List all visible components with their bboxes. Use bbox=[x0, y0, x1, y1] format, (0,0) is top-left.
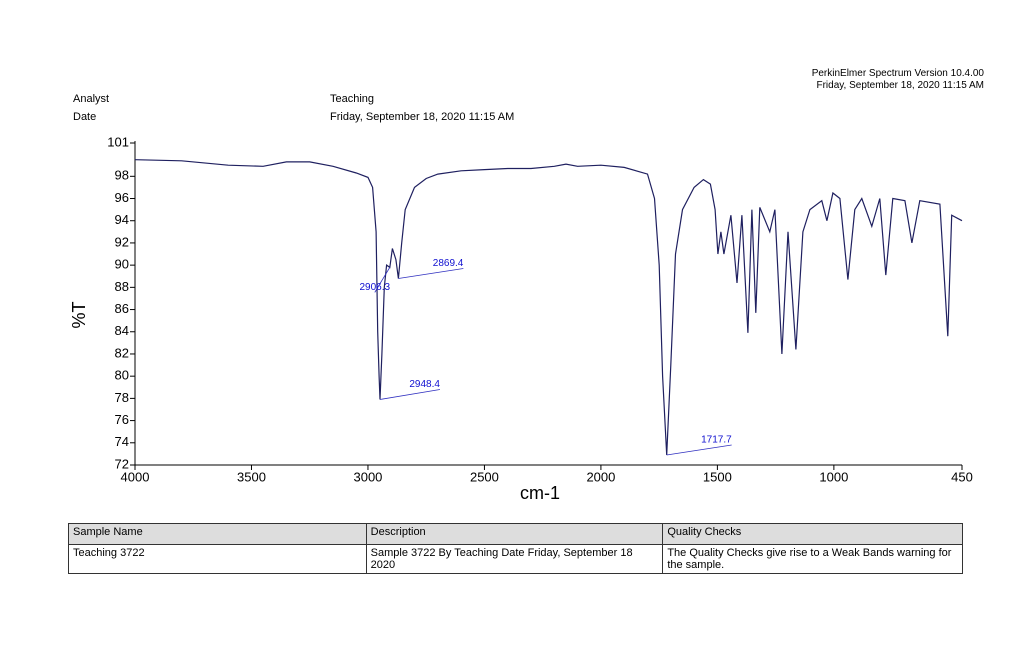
column-header: Description bbox=[365, 523, 664, 545]
x-tick-label: 3500 bbox=[237, 469, 266, 484]
analyst-label: Analyst bbox=[73, 93, 110, 105]
y-tick-label: 90 bbox=[115, 257, 129, 272]
peak-label: 2948.4 bbox=[409, 379, 440, 390]
y-tick-label: 76 bbox=[115, 412, 129, 427]
x-tick-label: 450 bbox=[951, 469, 973, 484]
chart: cm-1 %T 72 74 76 78 80 82 84 86 88 90 92 94 96 98 101 4… bbox=[69, 134, 973, 503]
spectrum-line bbox=[134, 159, 963, 456]
peak-leader bbox=[374, 267, 391, 293]
analyst: Teaching bbox=[330, 93, 375, 105]
y-tick-label: 82 bbox=[115, 345, 129, 360]
x-tick-label: 2000 bbox=[586, 469, 615, 484]
software: PerkinElmer Spectrum Version 10.4.00 bbox=[811, 68, 984, 79]
y-axis-label: %T bbox=[69, 301, 89, 328]
y-tick-label: 72 bbox=[115, 456, 129, 471]
peak-leader bbox=[666, 444, 732, 456]
peak-label: 1717.7 bbox=[701, 435, 732, 446]
y-tick-label: 78 bbox=[115, 390, 129, 405]
x-tick-label: 1500 bbox=[703, 469, 732, 484]
column-header: Sample Name bbox=[68, 523, 367, 545]
x-tick-label: 4000 bbox=[121, 469, 150, 484]
table-header: Sample Name Description Quality Checks bbox=[68, 523, 963, 545]
x-tick-label: 1000 bbox=[819, 469, 848, 484]
y-tick-label: 80 bbox=[115, 368, 129, 383]
x-axis-label: cm-1 bbox=[520, 483, 560, 503]
table-cell: The Quality Checks give rise to a Weak B… bbox=[662, 544, 963, 574]
y-tick-label: 94 bbox=[115, 212, 129, 227]
table-row: Teaching 3722 Sample 3722 By Teaching Dat… bbox=[68, 544, 963, 574]
y-tick-label: 74 bbox=[115, 434, 129, 449]
peak-label: 2869.4 bbox=[433, 258, 464, 269]
y-tick-label: 101 bbox=[107, 134, 129, 149]
timestamp: Friday, September 18, 2020 11:15 AM bbox=[816, 80, 984, 91]
y-tick-label: 86 bbox=[115, 301, 129, 316]
peak-label: 2906.3 bbox=[359, 282, 390, 293]
date-label: Date bbox=[73, 111, 97, 123]
y-tick-label: 98 bbox=[115, 168, 129, 183]
table-cell: Teaching 3722 bbox=[68, 544, 367, 574]
y-tick-label: 96 bbox=[115, 190, 129, 205]
peak-leader bbox=[379, 389, 441, 400]
date: Friday, September 18, 2020 11:15 AM bbox=[330, 111, 515, 123]
x-tick-label: 3000 bbox=[353, 469, 382, 484]
peak-leader bbox=[398, 268, 464, 279]
table-cell: Sample 3722 By Teaching Date Friday, Sep… bbox=[365, 544, 664, 574]
y-tick-label: 92 bbox=[115, 234, 129, 249]
column-header: Quality Checks bbox=[662, 523, 963, 545]
x-tick-label: 2500 bbox=[470, 469, 499, 484]
y-tick-label: 88 bbox=[115, 279, 129, 294]
sample-table: Sample Name Description Quality Checks Tea… bbox=[68, 523, 963, 574]
y-tick-label: 84 bbox=[115, 323, 129, 338]
table-body: Teaching 3722 Sample 3722 By Teaching Dat… bbox=[68, 544, 963, 574]
